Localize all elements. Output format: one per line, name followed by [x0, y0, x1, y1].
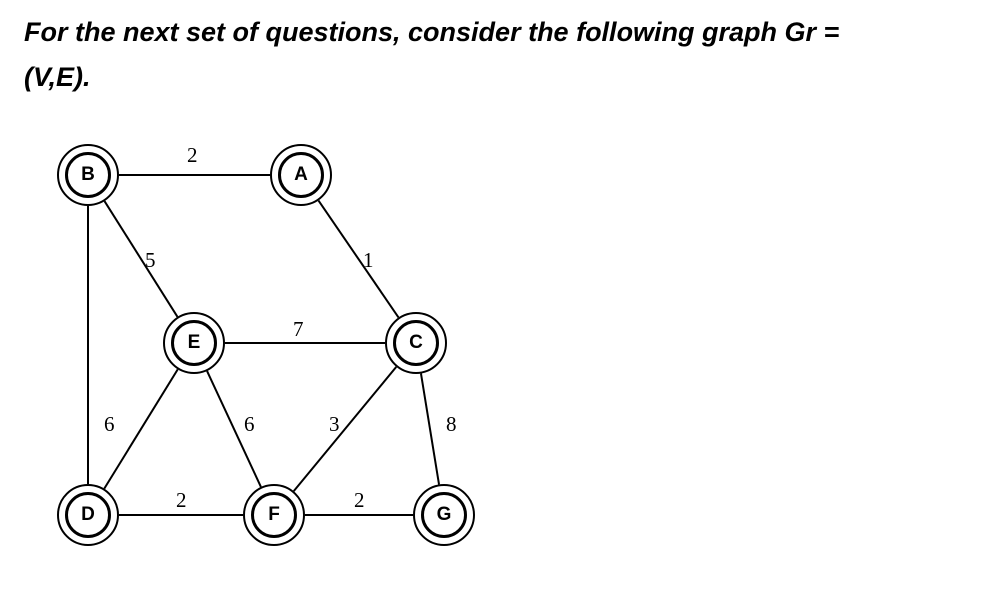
- node-E-label: E: [188, 332, 201, 353]
- node-D: D: [65, 492, 111, 538]
- node-F-label: F: [268, 504, 280, 525]
- edge-label-B-E: 5: [145, 248, 156, 273]
- edge-C-F: [294, 367, 397, 491]
- node-D-label: D: [81, 504, 95, 525]
- edge-label-C-F: 3: [329, 412, 340, 437]
- edge-label-B-D: 6: [104, 412, 115, 437]
- node-F: F: [251, 492, 297, 538]
- edge-C-G: [421, 374, 439, 485]
- node-G-label: G: [437, 504, 452, 525]
- node-C-label: C: [409, 332, 423, 353]
- edge-label-B-A: 2: [187, 143, 198, 168]
- node-A-label: A: [294, 164, 308, 185]
- node-A: A: [278, 152, 324, 198]
- edge-label-D-F: 2: [176, 488, 187, 513]
- node-G: G: [421, 492, 467, 538]
- node-B: B: [65, 152, 111, 198]
- edge-A-C: [319, 201, 399, 318]
- edge-E-D: [104, 369, 177, 488]
- edge-label-C-G: 8: [446, 412, 457, 437]
- graph-edges-svg: [0, 0, 1004, 610]
- node-C: C: [393, 320, 439, 366]
- node-B-label: B: [81, 164, 95, 185]
- edge-B-E: [105, 201, 178, 317]
- edge-label-F-G: 2: [354, 488, 365, 513]
- edge-label-E-C: 7: [293, 317, 304, 342]
- node-E: E: [171, 320, 217, 366]
- edge-label-A-C: 1: [363, 248, 374, 273]
- graph-figure: For the next set of questions, consider …: [0, 0, 1004, 610]
- edge-label-E-F: 6: [244, 412, 255, 437]
